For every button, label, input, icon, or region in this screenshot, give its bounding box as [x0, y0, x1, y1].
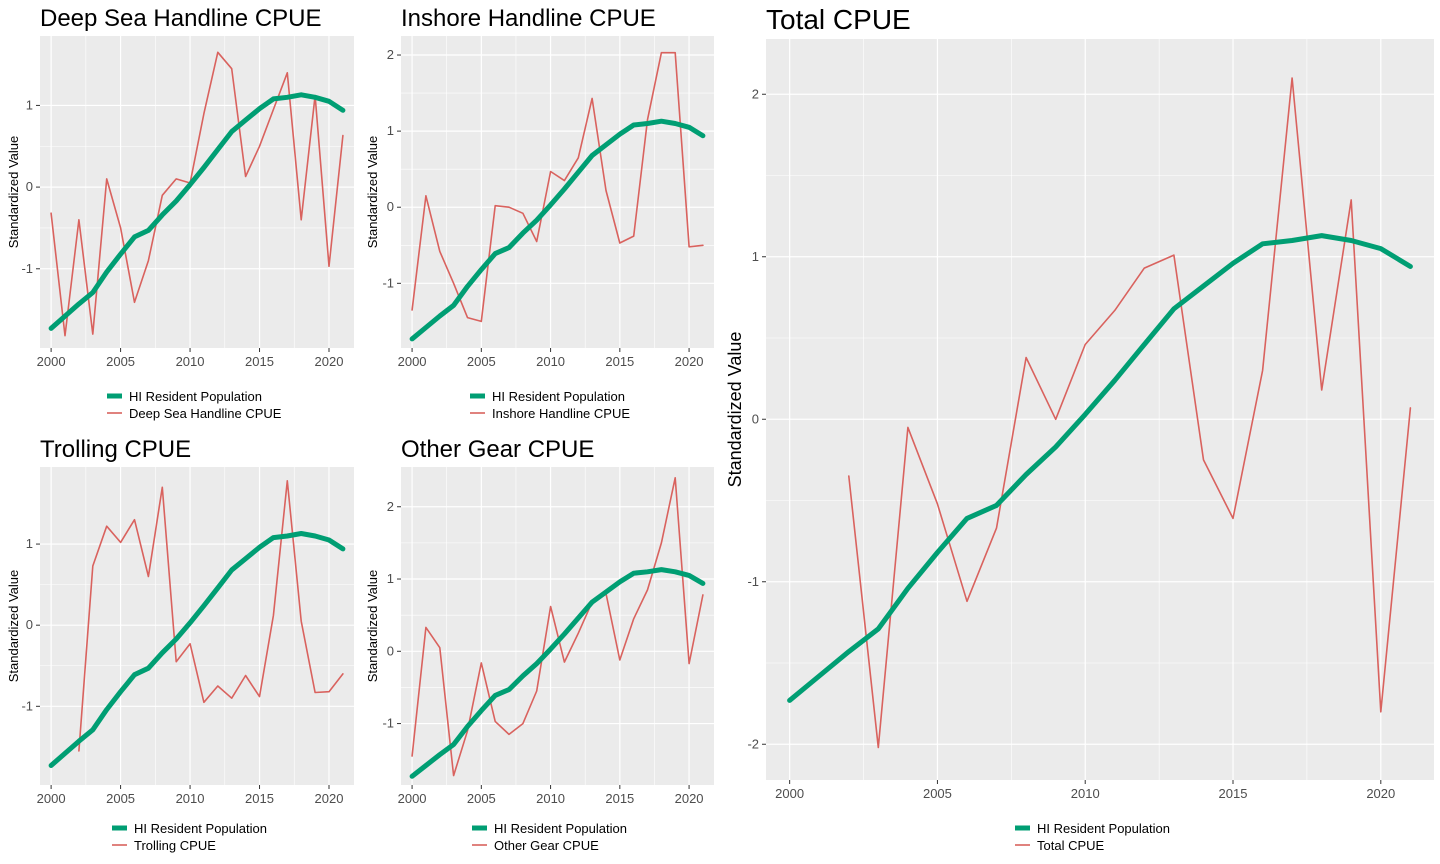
y-axis-label: Standardized Value: [365, 570, 380, 683]
x-tick-label: 2000: [37, 354, 66, 369]
population-series-line: [787, 233, 1413, 703]
y-tick-label: 1: [387, 571, 394, 586]
cpue-series-line: [847, 77, 1412, 749]
x-tick-label: 2000: [398, 354, 427, 369]
x-tick-label: 2020: [675, 354, 704, 369]
y-tick-label: -1: [21, 261, 33, 276]
legend-label-cpue: Deep Sea Handline CPUE: [129, 406, 282, 421]
chart-title: Total CPUE: [766, 4, 911, 35]
legend-label-population: HI Resident Population: [494, 821, 627, 836]
y-tick-label: -1: [21, 698, 33, 713]
x-tick-label: 2005: [106, 354, 135, 369]
x-tick-label: 2010: [176, 354, 205, 369]
y-tick-label: -1: [747, 574, 759, 589]
y-tick-label: 0: [26, 179, 33, 194]
legend-label-cpue: Trolling CPUE: [134, 838, 216, 853]
x-tick-label: 2005: [106, 791, 135, 806]
y-axis-label: Standardized Value: [6, 136, 21, 249]
legend: HI Resident Population Inshore Handline C…: [470, 389, 630, 421]
x-tick-label: 2005: [467, 791, 496, 806]
y-tick-label: 2: [387, 47, 394, 62]
chart-title: Trolling CPUE: [40, 436, 191, 463]
population-series-line: [48, 92, 346, 331]
chart-title: Deep Sea Handline CPUE: [40, 5, 322, 32]
x-tick-label: 2005: [467, 354, 496, 369]
x-tick-label: 2015: [245, 791, 274, 806]
chart-title: Inshore Handline CPUE: [401, 5, 656, 32]
legend-label-population: HI Resident Population: [129, 389, 262, 404]
plot-panel: [401, 467, 714, 785]
legend: HI Resident Population Other Gear CPUE: [472, 821, 627, 853]
y-tick-label: -1: [382, 275, 394, 290]
population-series-line: [409, 118, 706, 342]
legend-label-cpue: Total CPUE: [1037, 838, 1105, 853]
legend: HI Resident Population Trolling CPUE: [112, 821, 267, 853]
x-tick-label: 2000: [37, 791, 66, 806]
x-tick-label: 2015: [605, 354, 634, 369]
x-tick-label: 2010: [1071, 786, 1100, 801]
y-tick-label: 2: [387, 499, 394, 514]
y-tick-label: 2: [752, 86, 759, 101]
y-axis-label: Standardized Value: [725, 332, 745, 488]
panel-3: Other Gear CPUE 2000 2005 2010 2015 2020 -1 0 1 2…: [365, 436, 714, 853]
panel-2: Trolling CPUE 2000 2005 2010 2015 2020 -1 0 1 Sta…: [6, 436, 354, 853]
y-tick-label: 0: [752, 411, 759, 426]
plot-panel: [766, 39, 1434, 780]
y-tick-label: 0: [26, 617, 33, 632]
y-axis-label: Standardized Value: [365, 136, 380, 249]
chart-title: Other Gear CPUE: [401, 436, 594, 463]
y-tick-label: -2: [747, 736, 759, 751]
cpue-series-line: [50, 51, 344, 337]
y-tick-label: 1: [752, 249, 759, 264]
legend-label-population: HI Resident Population: [492, 389, 625, 404]
x-tick-label: 2020: [675, 791, 704, 806]
population-series-line: [409, 567, 706, 779]
y-tick-label: -1: [382, 716, 394, 731]
x-tick-label: 2010: [176, 791, 205, 806]
y-tick-label: 0: [387, 199, 394, 214]
y-tick-label: 1: [26, 97, 33, 112]
legend: HI Resident Population Deep Sea Handline …: [107, 389, 282, 421]
cpue-series-line: [411, 51, 704, 323]
legend-label-cpue: Inshore Handline CPUE: [492, 406, 630, 421]
x-tick-label: 2005: [923, 786, 952, 801]
plot-panel: [40, 36, 354, 348]
x-tick-label: 2000: [775, 786, 804, 801]
plot-panel: [401, 36, 714, 348]
panel-4: Total CPUE 2000 2005 2010 2015 2020 -2 -1 0 1 2 Sta…: [725, 4, 1434, 853]
x-tick-label: 2010: [536, 354, 565, 369]
y-axis-label: Standardized Value: [6, 570, 21, 683]
x-tick-label: 2020: [315, 354, 344, 369]
panel-0: Deep Sea Handline CPUE 2000 2005 2010 2015 20…: [6, 5, 354, 421]
y-tick-label: 0: [387, 643, 394, 658]
x-tick-label: 2000: [398, 791, 427, 806]
x-tick-label: 2015: [605, 791, 634, 806]
y-tick-label: 1: [387, 123, 394, 138]
x-tick-label: 2015: [1219, 786, 1248, 801]
cpue-series-line: [411, 476, 704, 777]
x-tick-label: 2010: [536, 791, 565, 806]
legend-label-population: HI Resident Population: [1037, 821, 1170, 836]
x-tick-label: 2015: [245, 354, 274, 369]
x-tick-label: 2020: [315, 791, 344, 806]
legend-label-cpue: Other Gear CPUE: [494, 838, 599, 853]
x-tick-label: 2020: [1366, 786, 1395, 801]
legend: HI Resident Population Total CPUE: [1015, 821, 1170, 853]
population-series-line: [48, 531, 346, 768]
legend-label-population: HI Resident Population: [134, 821, 267, 836]
cpue-series-line: [78, 479, 344, 752]
y-tick-label: 1: [26, 536, 33, 551]
